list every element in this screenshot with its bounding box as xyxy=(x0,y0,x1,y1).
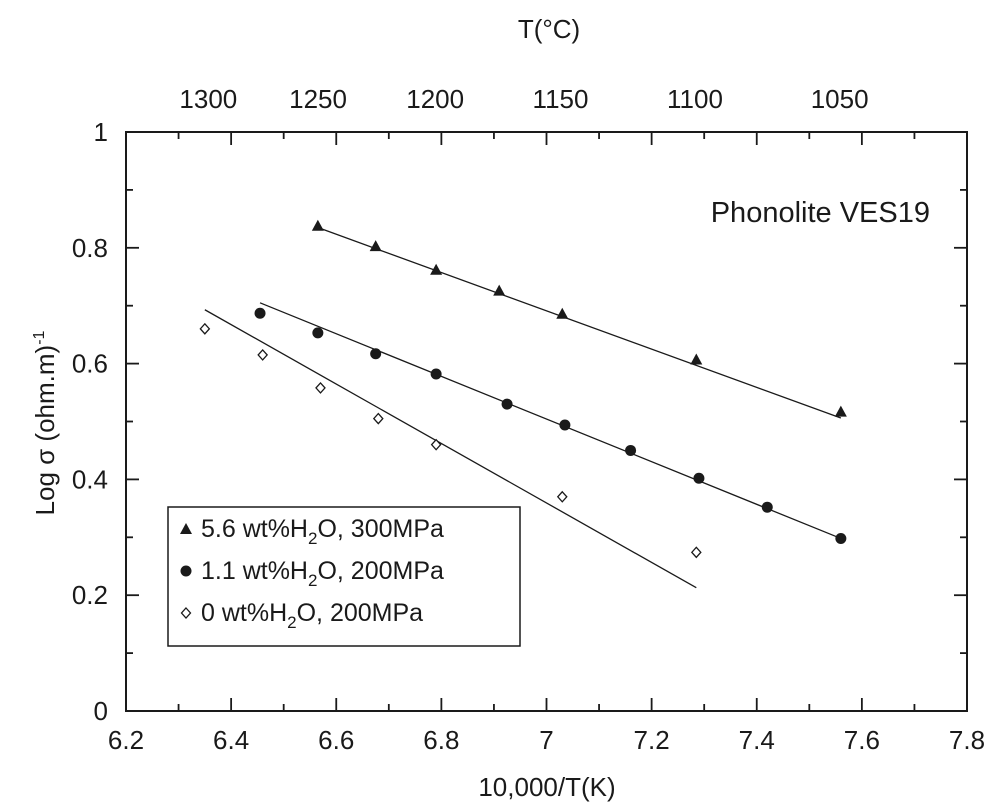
diamond-data-point xyxy=(430,438,442,451)
axis-ticks xyxy=(125,131,968,712)
y-tick-label: 0.2 xyxy=(72,580,108,610)
triangle-data-point xyxy=(690,353,703,365)
circle-data-point xyxy=(501,398,513,410)
legend-label-main: 1.1 wt%H xyxy=(201,557,308,585)
data-markers xyxy=(199,219,847,559)
legend-label-subscript: 2 xyxy=(308,529,317,548)
legend-circle-marker xyxy=(180,565,192,577)
y-tick-label: 0.6 xyxy=(72,349,108,379)
x-tick-label: 7.2 xyxy=(634,725,670,755)
legend-label-rest: O, 200MPa xyxy=(297,599,424,627)
diamond-data-point xyxy=(199,322,211,335)
triangle-data-point xyxy=(834,405,847,417)
x-tick-label: 7 xyxy=(539,725,553,755)
diamond-data-point xyxy=(690,546,702,559)
legend-entry-label: 5.6 wt%H2O, 300MPa xyxy=(201,515,444,548)
diamond-data-point xyxy=(257,348,269,361)
top-tick-label: 1100 xyxy=(667,84,723,114)
x-tick-label: 6.8 xyxy=(423,725,459,755)
fit-lines xyxy=(204,226,842,589)
triangle-data-point xyxy=(369,240,382,252)
x-tick-label: 7.4 xyxy=(739,725,775,755)
fit-line xyxy=(317,226,842,419)
top-axis-title: T(°C) xyxy=(518,14,580,44)
chart-annotation: Phonolite VES19 xyxy=(711,197,930,229)
top-tick-label: 1150 xyxy=(533,84,589,114)
legend-label-main: 0 wt%H xyxy=(201,599,287,627)
top-tick-label: 1200 xyxy=(406,84,464,114)
y-tick-label: 0.4 xyxy=(72,464,108,494)
legend-label-subscript: 2 xyxy=(287,613,296,632)
legend-diamond-marker xyxy=(180,607,192,619)
fit-line xyxy=(259,302,842,540)
circle-data-point xyxy=(430,368,442,380)
y-axis-title-superscript: -1 xyxy=(31,330,48,344)
circle-data-point xyxy=(625,444,637,456)
legend-entry-label: 1.1 wt%H2O, 200MPa xyxy=(201,557,444,590)
circle-data-point xyxy=(254,307,266,319)
circle-data-point xyxy=(312,327,324,339)
triangle-data-point xyxy=(556,307,569,319)
triangle-data-point xyxy=(311,219,324,231)
legend-label-rest: O, 200MPa xyxy=(317,557,444,585)
top-tick-label: 1300 xyxy=(179,84,237,114)
fit-line xyxy=(204,309,697,589)
y-axis-title: Log σ (ohm.m)-1 xyxy=(30,330,60,515)
x-tick-label: 7.6 xyxy=(844,725,880,755)
x-tick-label: 6.4 xyxy=(213,725,249,755)
legend-box xyxy=(167,506,521,647)
x-tick-label: 7.8 xyxy=(949,725,985,755)
top-tick-label: 1250 xyxy=(289,84,347,114)
diamond-data-point xyxy=(315,381,326,394)
x-tick-label: 6.6 xyxy=(318,725,354,755)
legend-triangle-marker xyxy=(180,523,192,534)
circle-data-point xyxy=(370,348,382,360)
top-tick-label: 1050 xyxy=(811,84,869,114)
x-axis-title: 10,000/T(K) xyxy=(478,772,615,802)
circle-data-point xyxy=(559,419,571,431)
diamond-data-point xyxy=(372,412,384,425)
x-tick-label: 6.2 xyxy=(108,725,144,755)
circle-data-point xyxy=(761,501,773,513)
triangle-data-point xyxy=(430,263,443,275)
legend-label-rest: O, 300MPa xyxy=(317,515,444,543)
y-tick-label: 1 xyxy=(94,117,108,147)
y-axis-title-main: Log σ (ohm.m) xyxy=(30,345,60,516)
legend-label-main: 5.6 wt%H xyxy=(201,515,308,543)
diamond-data-point xyxy=(556,490,568,503)
legend-label-subscript: 2 xyxy=(308,571,317,590)
legend-entry-label: 0 wt%H2O, 200MPa xyxy=(201,599,423,632)
triangle-data-point xyxy=(493,284,506,296)
y-tick-label: 0 xyxy=(94,696,108,726)
circle-data-point xyxy=(835,532,847,544)
y-tick-label: 0.8 xyxy=(72,233,108,263)
circle-data-point xyxy=(693,472,705,484)
